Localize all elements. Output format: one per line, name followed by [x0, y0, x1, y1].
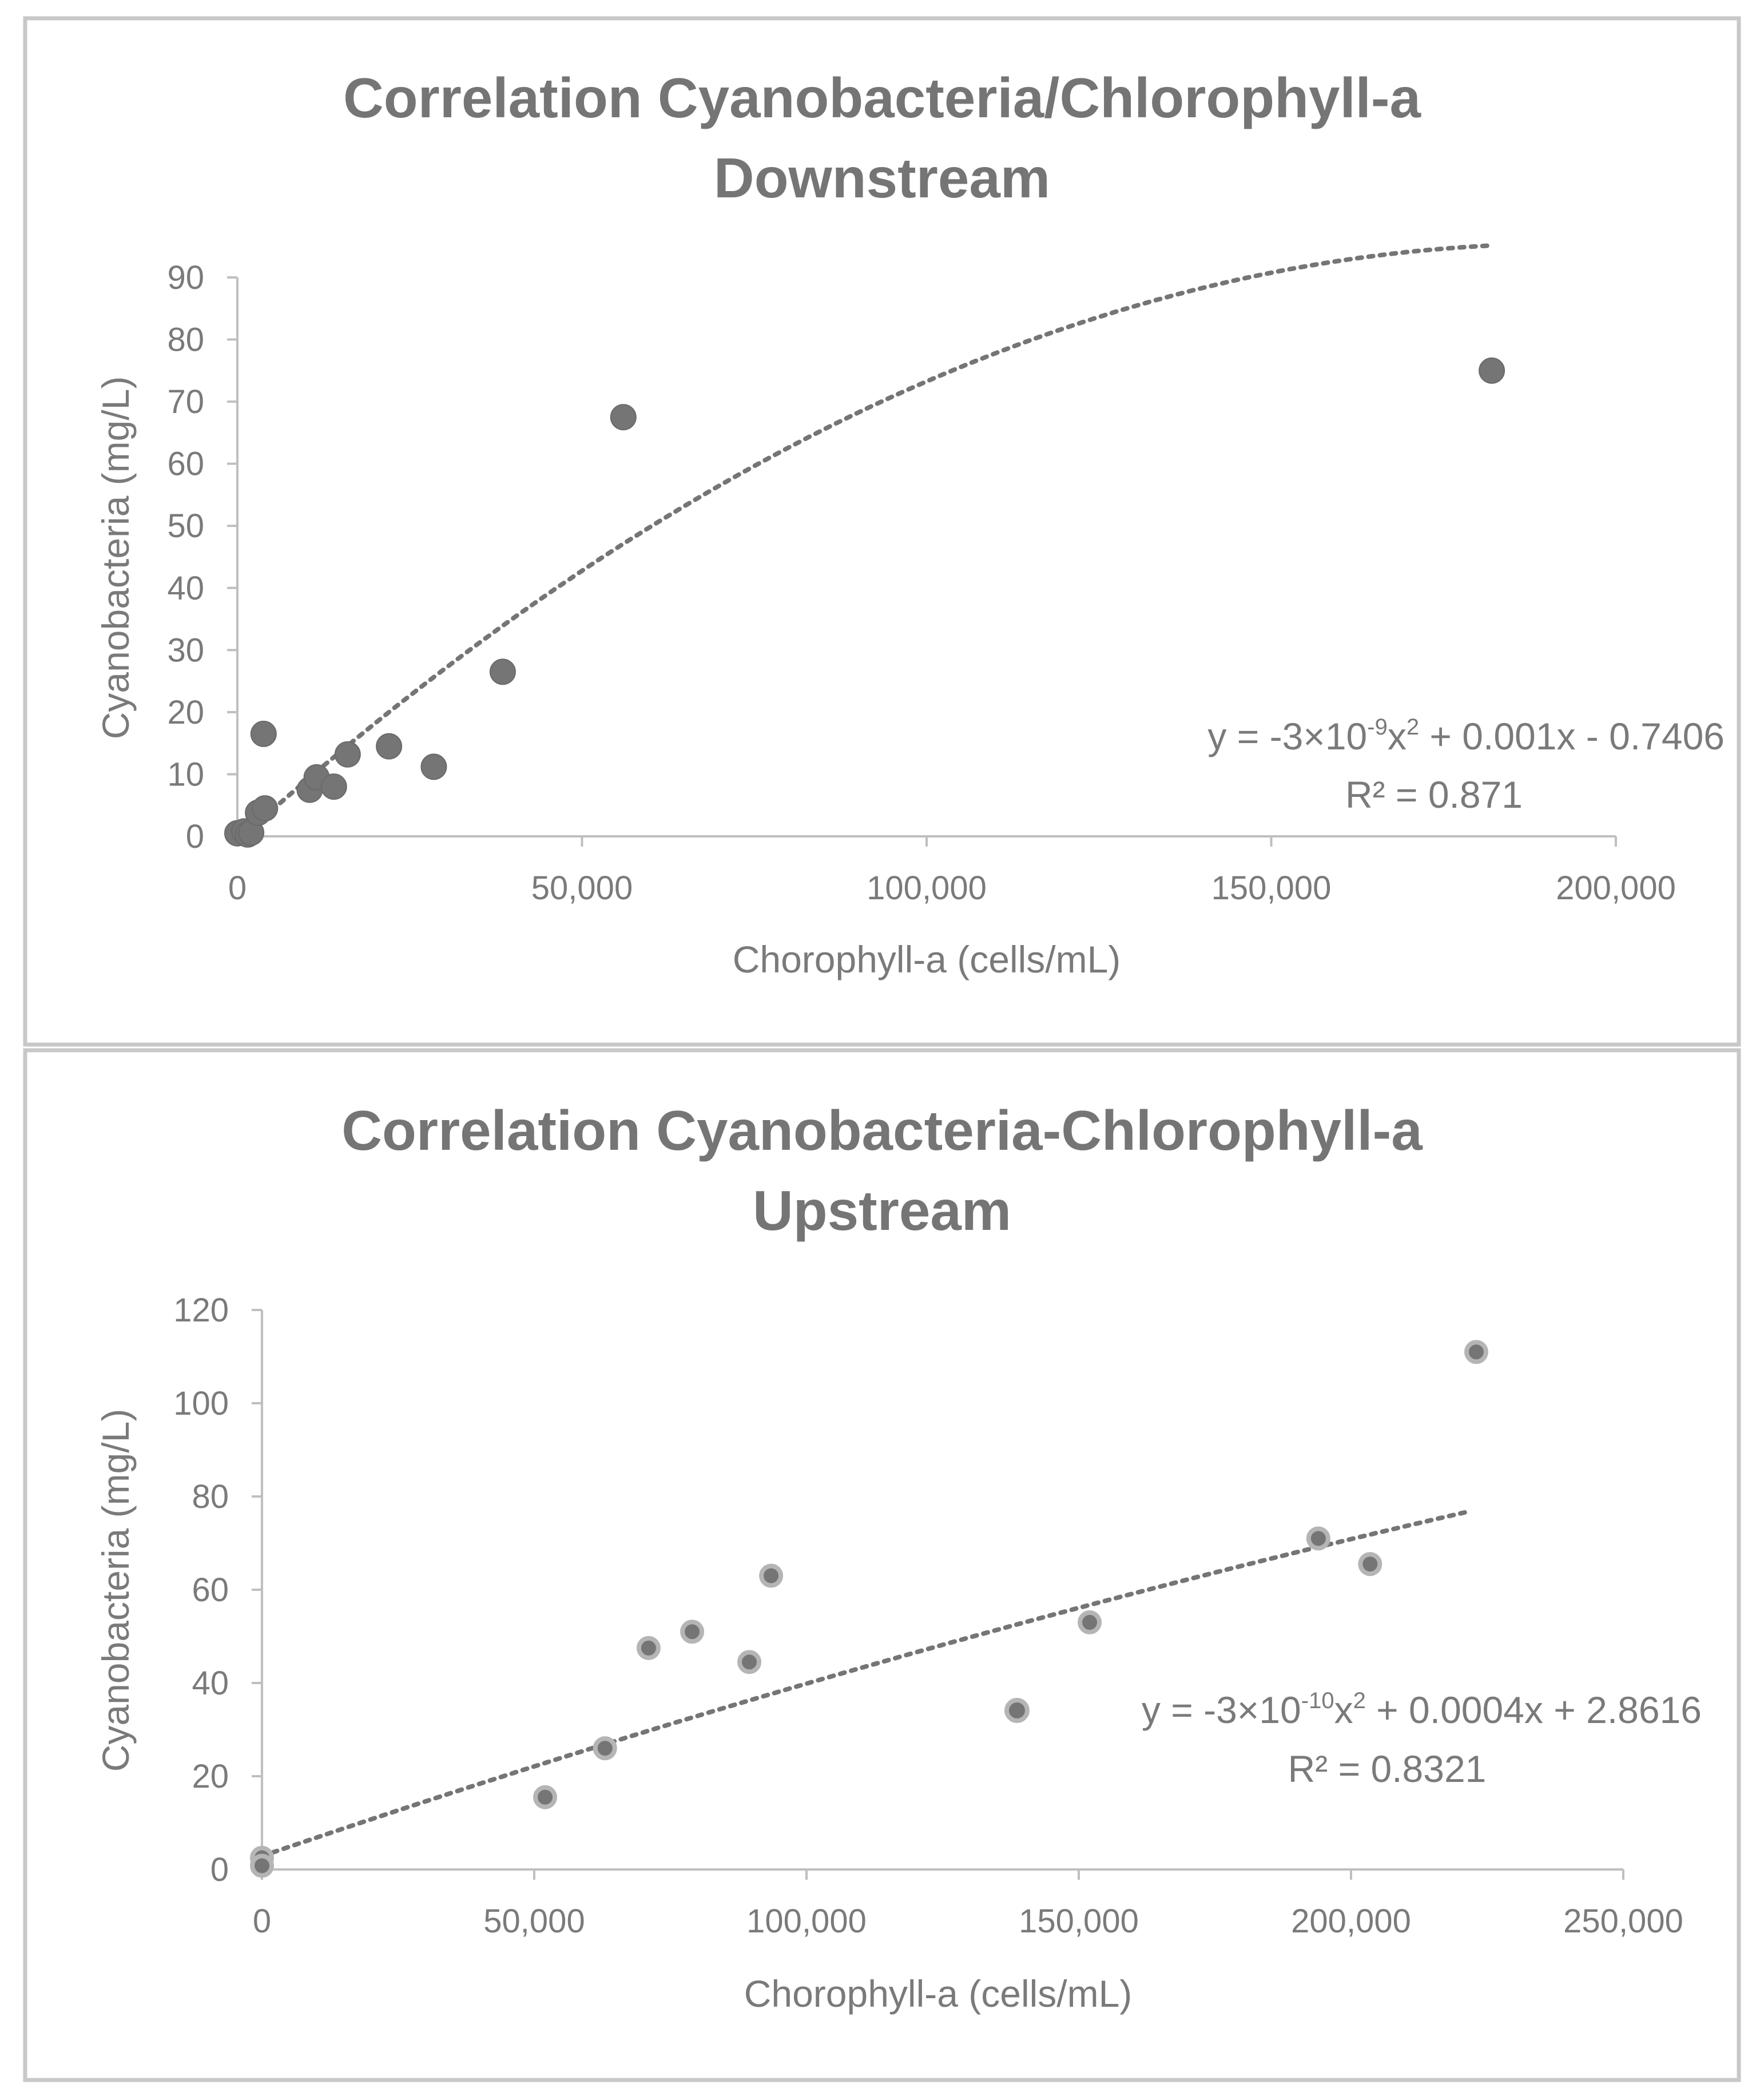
y-tick-label: 70	[167, 383, 204, 420]
chart-2-y-axis-label: Cyanobacteria (mg/L)	[94, 1409, 137, 1772]
chart-1-equation-prefix: y = -3×10	[1207, 715, 1367, 757]
data-point	[320, 773, 347, 800]
y-tick-label: 0	[186, 818, 204, 855]
chart-2-x-ticks: 0 50,000 100,000 150,000 200,000 250,000	[253, 1869, 1683, 1940]
data-point	[250, 720, 277, 747]
chart-1-r-squared: R² = 0.871	[1345, 773, 1523, 816]
data-point	[489, 658, 516, 685]
x-tick-label: 200,000	[1556, 870, 1676, 907]
chart-2-equation-prefix: y = -3×10	[1142, 1689, 1301, 1731]
x-tick-label: 150,000	[1211, 870, 1332, 907]
chart-2-r-squared: R² = 0.8321	[1288, 1748, 1487, 1790]
x-tick-label: 0	[228, 870, 247, 907]
chart-1-equation-suffix: + 0.001x - 0.7406	[1419, 715, 1725, 757]
y-tick-label: 20	[192, 1758, 229, 1795]
chart-1-x-ticks: 0 50,000 100,000 150,000 200,000	[228, 836, 1676, 907]
y-tick-label: 90	[167, 259, 204, 296]
chart-1-equation-sq: 2	[1407, 714, 1419, 740]
data-point	[737, 1650, 762, 1674]
y-tick-label: 100	[173, 1385, 229, 1422]
chart-1-equation-x: x	[1388, 715, 1407, 757]
data-point	[334, 741, 361, 768]
data-point	[593, 1736, 617, 1761]
x-tick-label: 100,000	[746, 1903, 867, 1940]
x-tick-label: 50,000	[531, 870, 633, 907]
data-point	[420, 753, 447, 780]
chart-1-title-line-2: Downstream	[714, 146, 1050, 209]
chart-1: Correlation Cyanobacteria/Chlorophyll-a …	[94, 66, 1725, 980]
y-tick-label: 60	[167, 446, 204, 483]
data-point	[250, 1853, 274, 1878]
chart-1-trendline	[235, 243, 1495, 843]
chart-2-title-line-1: Correlation Cyanobacteria-Chlorophyll-a	[341, 1099, 1423, 1162]
y-tick-label: 50	[167, 507, 204, 545]
y-tick-label: 10	[167, 756, 204, 793]
chart-2-title-line-2: Upstream	[753, 1179, 1011, 1242]
y-tick-label: 60	[192, 1571, 229, 1609]
x-tick-label: 150,000	[1019, 1903, 1139, 1940]
chart-1-y-axis-label: Cyanobacteria (mg/L)	[94, 376, 137, 740]
chart-2-legend-marker	[1004, 1698, 1030, 1723]
chart-2-points	[250, 1340, 1488, 1878]
y-tick-label: 120	[173, 1292, 229, 1329]
chart-2-equation-sq: 2	[1353, 1688, 1366, 1713]
chart-1-equation-exp: -9	[1367, 714, 1388, 740]
chart-1-x-axis-label: Chorophyll-a (cells/mL)	[733, 938, 1121, 980]
chart-1-y-ticks: 0 10 20 30 40 50 60 70 80 90	[167, 259, 237, 855]
chart-2-equation-exp: -10	[1301, 1688, 1334, 1713]
x-tick-label: 200,000	[1291, 1903, 1411, 1940]
chart-2-x-axis-label: Chorophyll-a (cells/mL)	[744, 1972, 1133, 2015]
data-point	[610, 404, 637, 431]
chart-2-equation-suffix: + 0.0004x + 2.8616	[1366, 1689, 1702, 1731]
data-point	[1078, 1610, 1102, 1635]
chart-1-points	[224, 357, 1505, 848]
chart-2-y-ticks: 0 20 40 60 80 100 120	[173, 1292, 262, 1888]
data-point	[252, 795, 279, 822]
data-point	[759, 1563, 784, 1588]
y-tick-label: 80	[192, 1478, 229, 1515]
data-point	[376, 733, 403, 760]
data-point	[636, 1635, 661, 1660]
y-tick-label: 40	[192, 1665, 229, 1702]
x-tick-label: 0	[253, 1903, 271, 1940]
y-tick-label: 40	[167, 570, 204, 607]
data-point	[1479, 357, 1505, 384]
x-tick-label: 100,000	[867, 870, 987, 907]
y-tick-label: 0	[210, 1851, 229, 1888]
data-point	[1464, 1340, 1488, 1364]
y-tick-label: 30	[167, 632, 204, 669]
chart-2-equation-x: x	[1334, 1689, 1353, 1731]
chart-1-title-line-1: Correlation Cyanobacteria/Chlorophyll-a	[343, 66, 1422, 129]
x-tick-label: 50,000	[483, 1903, 585, 1940]
chart-1-frame	[23, 16, 1741, 1047]
data-point	[680, 1619, 705, 1644]
data-point	[1358, 1552, 1382, 1577]
x-tick-label: 250,000	[1563, 1903, 1683, 1940]
data-point	[533, 1785, 558, 1809]
chart-1-equation: y = -3×10-9x2 + 0.001x - 0.7406	[1207, 714, 1725, 757]
chart-2-trendline	[260, 1510, 1468, 1859]
chart-2: Correlation Cyanobacteria-Chlorophyll-a …	[94, 1099, 1702, 2015]
y-tick-label: 80	[167, 321, 204, 359]
chart-2-equation: y = -3×10-10x2 + 0.0004x + 2.8616	[1142, 1688, 1702, 1731]
y-tick-label: 20	[167, 694, 204, 731]
chart-2-frame	[23, 1048, 1741, 2082]
data-point	[1306, 1526, 1330, 1551]
